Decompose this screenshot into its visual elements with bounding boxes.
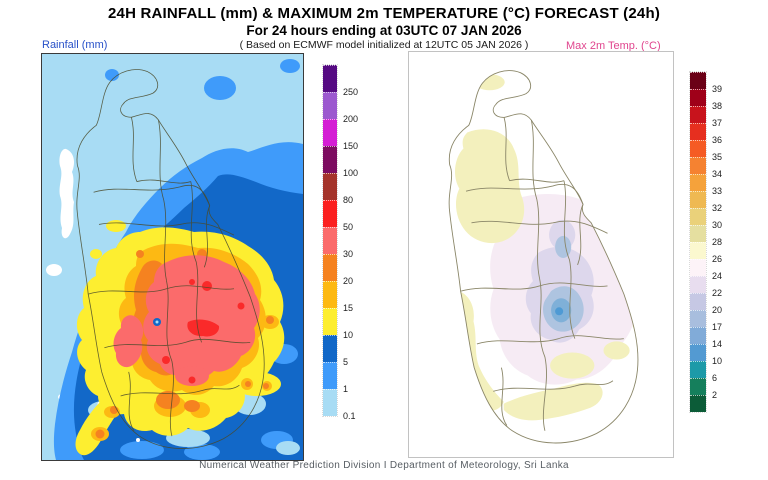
legend-label: 80 bbox=[343, 195, 354, 205]
legend-band bbox=[690, 293, 706, 310]
page-title: 24H RAINFALL (mm) & MAXIMUM 2m TEMPERATU… bbox=[107, 5, 661, 22]
legend-band bbox=[323, 200, 337, 227]
legend-label: 150 bbox=[343, 141, 359, 151]
rainfall-map bbox=[41, 53, 304, 461]
legend-label: 10 bbox=[712, 356, 723, 366]
legend-band bbox=[690, 72, 706, 89]
legend-label: 33 bbox=[712, 186, 723, 196]
legend-label: 250 bbox=[343, 87, 359, 97]
legend-band bbox=[690, 259, 706, 276]
credit-line: Numerical Weather Prediction Division I … bbox=[199, 460, 569, 471]
legend-band bbox=[690, 327, 706, 344]
rainfall-contours bbox=[42, 54, 303, 460]
valid-time-subtitle: For 24 hours ending at 03UTC 07 JAN 2026 bbox=[246, 23, 522, 38]
legend-label: 20 bbox=[343, 276, 354, 286]
legend-band bbox=[323, 119, 337, 146]
legend-label: 200 bbox=[343, 114, 359, 124]
temperature-colorbar-labels: 39 38 37 36 35 34 33 32 30 28 26 24 22 20 17 14 10 6 2 bbox=[712, 72, 746, 422]
legend-label: 32 bbox=[712, 203, 723, 213]
legend-band bbox=[690, 140, 706, 157]
legend-band bbox=[690, 361, 706, 378]
legend-label: 50 bbox=[343, 222, 354, 232]
legend-label: 30 bbox=[712, 220, 723, 230]
legend-band bbox=[690, 395, 706, 412]
rainfall-panel-label: Rainfall (mm) bbox=[42, 39, 108, 51]
legend-band bbox=[323, 362, 337, 389]
legend-label: 36 bbox=[712, 135, 723, 145]
legend-label: 35 bbox=[712, 152, 723, 162]
legend-band bbox=[323, 389, 337, 416]
legend-band bbox=[323, 227, 337, 254]
temperature-map-svg bbox=[409, 52, 673, 457]
legend-label: 30 bbox=[343, 249, 354, 259]
model-basis-note: ( Based on ECMWF model initialized at 12… bbox=[239, 39, 529, 51]
legend-band bbox=[690, 208, 706, 225]
legend-label: 100 bbox=[343, 168, 359, 178]
legend-label: 24 bbox=[712, 271, 723, 281]
legend-label: 37 bbox=[712, 118, 723, 128]
legend-band bbox=[323, 335, 337, 362]
legend-label: 15 bbox=[343, 303, 354, 313]
legend-band bbox=[323, 254, 337, 281]
legend-label: 34 bbox=[712, 169, 723, 179]
legend-band bbox=[690, 157, 706, 174]
legend-band bbox=[323, 65, 337, 92]
legend-band bbox=[323, 281, 337, 308]
legend-label: 17 bbox=[712, 322, 723, 332]
temperature-map bbox=[408, 51, 674, 458]
legend-label: 6 bbox=[712, 373, 718, 383]
legend-label: 20 bbox=[712, 305, 723, 315]
legend-band bbox=[690, 191, 706, 208]
legend-label: 5 bbox=[343, 357, 349, 367]
legend-label: 10 bbox=[343, 330, 354, 340]
rainfall-colorbar-labels: 250 200 150 100 80 50 30 20 15 10 5 1 0.1 bbox=[343, 65, 377, 425]
legend-label: 38 bbox=[712, 101, 723, 111]
legend-label: 14 bbox=[712, 339, 723, 349]
legend-band bbox=[690, 378, 706, 395]
legend-label: 0.1 bbox=[343, 411, 356, 421]
rainfall-colorbar bbox=[322, 64, 338, 417]
legend-band bbox=[323, 308, 337, 335]
legend-band bbox=[690, 106, 706, 123]
legend-band bbox=[690, 89, 706, 106]
legend-band bbox=[690, 310, 706, 327]
legend-band bbox=[690, 123, 706, 140]
legend-label: 28 bbox=[712, 237, 723, 247]
rainfall-map-svg bbox=[42, 54, 303, 460]
legend-label: 22 bbox=[712, 288, 723, 298]
legend-band bbox=[323, 92, 337, 119]
legend-label: 1 bbox=[343, 384, 349, 394]
legend-label: 26 bbox=[712, 254, 723, 264]
legend-label: 2 bbox=[712, 390, 718, 400]
legend-band bbox=[690, 344, 706, 361]
legend-band bbox=[323, 173, 337, 200]
legend-band bbox=[690, 276, 706, 293]
legend-band bbox=[323, 146, 337, 173]
temperature-colorbar bbox=[689, 71, 707, 413]
legend-band bbox=[690, 174, 706, 191]
legend-label: 39 bbox=[712, 84, 723, 94]
legend-band bbox=[690, 225, 706, 242]
temperature-panel-label: Max 2m Temp. (°C) bbox=[566, 40, 661, 52]
legend-band bbox=[690, 242, 706, 259]
